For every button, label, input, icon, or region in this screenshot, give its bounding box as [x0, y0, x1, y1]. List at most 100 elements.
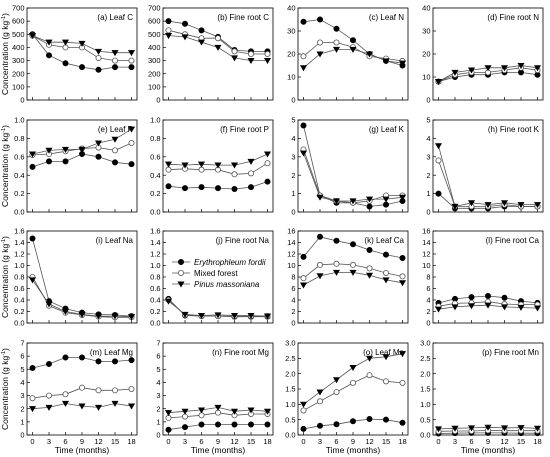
legend-label: Pinus massoniana — [194, 280, 260, 289]
data-point — [332, 46, 341, 53]
panel-label: (g) Leaf K — [369, 125, 405, 134]
data-point — [484, 65, 492, 72]
y-tick-label: 0.2 — [14, 307, 24, 316]
y-tick-label: 40 — [422, 4, 430, 13]
data-point — [467, 425, 476, 432]
y-tick-label: 5 — [156, 365, 160, 374]
data-point — [299, 65, 308, 72]
y-tick-label: 1.5 — [285, 385, 295, 394]
data-point — [349, 269, 357, 276]
data-point — [128, 64, 135, 71]
y-tick-label: 4 — [156, 378, 160, 387]
y-tick-label: 0.6 — [150, 152, 160, 161]
data-point — [533, 202, 542, 209]
series-pinus-massoniana — [299, 269, 407, 289]
y-tick-label: 14 — [287, 238, 295, 247]
legend-marker — [177, 269, 184, 276]
data-point — [247, 58, 255, 65]
y-tick-label: 16 — [422, 227, 430, 236]
data-point — [231, 421, 238, 428]
data-point — [181, 185, 188, 192]
y-tick-label: 10 — [422, 73, 430, 82]
y-tick-label: 100 — [12, 82, 25, 91]
x-tick-label: 12 — [365, 437, 373, 446]
y-tick-label: 0.4 — [14, 296, 24, 305]
data-point — [230, 408, 239, 415]
data-point — [333, 260, 340, 267]
y-tick-label: 0 — [426, 319, 430, 328]
y-tick-label: 4 — [20, 378, 24, 387]
data-point — [247, 51, 254, 58]
panel-label: (f) Fine root P — [220, 125, 269, 134]
y-tick-label: 0 — [20, 96, 24, 105]
data-point — [501, 294, 508, 301]
data-point — [46, 52, 53, 59]
data-point — [435, 157, 442, 164]
data-point — [468, 294, 475, 301]
series-erythrophleum-fordii — [165, 421, 271, 433]
x-tick-label: 0 — [301, 437, 305, 446]
x-tick-label: 9 — [216, 437, 220, 446]
y-tick-label: 0.6 — [14, 284, 24, 293]
data-point — [316, 16, 323, 23]
data-point — [181, 408, 189, 415]
data-point — [484, 202, 492, 209]
y-tick-label: 0 — [291, 96, 295, 105]
x-tick-label: 18 — [533, 437, 541, 446]
x-tick-label: 9 — [486, 437, 490, 446]
data-point — [316, 273, 324, 280]
data-point — [165, 183, 172, 190]
panel-label: (a) Leaf C — [97, 13, 133, 22]
x-axis-label: Time (months) — [461, 445, 516, 455]
data-point — [299, 150, 308, 157]
x-axis-label: Time (months) — [191, 445, 246, 455]
y-tick-label: 0 — [426, 96, 430, 105]
series-mixed-forest — [300, 260, 406, 282]
data-point — [164, 298, 173, 305]
y-tick-label: 20 — [422, 50, 430, 59]
data-point — [247, 407, 255, 414]
data-point — [95, 387, 102, 394]
panel-4: 0 10 20 30 40 (d) Fine root N — [422, 4, 544, 105]
data-point — [349, 241, 356, 248]
series-pinus-massoniana — [164, 33, 272, 65]
y-tick-label: 1.0 — [285, 400, 295, 409]
data-point — [366, 246, 373, 253]
data-point — [46, 392, 53, 399]
data-point — [500, 425, 509, 432]
y-tick-label: 1 — [426, 189, 430, 198]
x-tick-label: 6 — [469, 437, 473, 446]
data-point — [28, 406, 37, 413]
y-tick-label: 5 — [426, 116, 430, 125]
legend-marker — [177, 281, 185, 288]
y-tick-label: 1 — [156, 417, 160, 426]
panel-label: (i) Leaf Na — [96, 236, 134, 245]
y-tick-label: 0.2 — [14, 189, 24, 198]
data-point — [28, 277, 37, 284]
data-point — [349, 37, 356, 44]
data-point — [300, 275, 307, 282]
data-point — [181, 34, 189, 41]
series-pinus-massoniana — [299, 351, 407, 408]
y-tick-label: 0.6 — [150, 284, 160, 293]
data-point — [382, 196, 390, 203]
data-point — [112, 147, 119, 154]
y-tick-label: 0 — [156, 431, 160, 440]
data-point — [112, 57, 119, 64]
data-point — [78, 403, 86, 410]
y-tick-label: 700 — [12, 4, 25, 13]
panel-label: (e) Leaf P — [98, 125, 133, 134]
panel-label: (b) Fine root C — [217, 13, 269, 22]
data-point — [198, 166, 205, 173]
y-tick-label: 8 — [291, 273, 295, 282]
data-point — [382, 354, 390, 361]
y-tick-label: 7 — [20, 339, 24, 348]
series-erythrophleum-fordii — [300, 416, 406, 432]
y-tick-label: 6 — [426, 284, 430, 293]
legend-item: Erythrophleum fordii — [172, 258, 266, 267]
data-point — [264, 421, 271, 428]
data-point — [349, 379, 356, 386]
y-axis-label: Concentration (g kg-1) — [0, 125, 10, 207]
series-pinus-massoniana — [28, 126, 136, 158]
series-mixed-forest — [29, 384, 135, 402]
